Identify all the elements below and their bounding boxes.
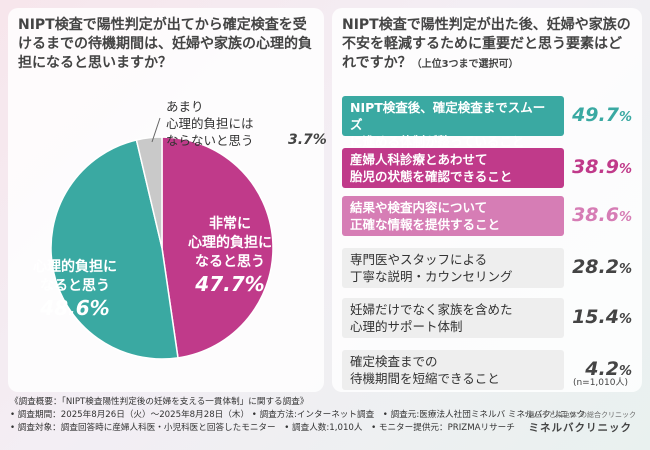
bar-value-unit-3: % [618,210,632,225]
logo-tagline: "遺伝子と染色体"の総合クリニック [524,411,636,419]
bar-value-unit-1: % [618,110,632,125]
logo-name: ミネルバクリニック [528,422,633,434]
bar-value-6: 4.2% [585,358,632,380]
bar-value-number-3: 38.6 [572,204,619,226]
bar-label-6-line1: 確定検査までの [350,354,438,369]
pie-chart [50,117,274,360]
bar-label-1-line2: に進める体制が整っていること [350,134,525,149]
bar-value-4: 28.2% [572,256,632,278]
clinic-logo: "遺伝子と染色体"の総合クリニック ミネルバクリニック [525,410,636,435]
pie-value-very: 47.7% [195,272,265,296]
pie-label-not-line3: ならないと思う [166,133,254,148]
bar-label-5-line2: 心理的サポート体制 [350,319,463,334]
bar-row-5: 妊婦だけでなく家族を含めた 心理的サポート体制 15.4% [342,298,634,342]
pie-leader-line [151,117,161,143]
survey-footer: 《調査概要：「NIPT検査陽性判定後の妊婦を支える一貫体制」に関する調査》 • … [10,396,585,435]
bar-value-number-2: 38.9 [572,156,619,178]
pie-label-not-line1: あまり [166,99,204,114]
pie-label-not: あまり 心理的負担には ならないと思う [166,98,254,149]
bar-value-3: 38.6% [572,204,632,226]
bar-6: 確定検査までの待機期間を短縮できること [342,350,564,390]
bar-label-4-line1: 専門医やスタッフによる [350,252,488,267]
pie-label-not-line2: 心理的負担には [166,116,254,131]
footer-line-1: 《調査概要：「NIPT検査陽性判定後の妊婦を支える一貫体制」に関する調査》 [10,397,309,407]
bar-label-6-line2: 待機期間を短縮できること [350,371,500,386]
pie-label-somewhat-line2: なると思う [40,278,110,294]
pie-slice-somewhat [50,139,179,360]
footer-line-2: • 調査期間：2025年8月26日（火）〜2025年8月28日（木） • 調査方… [10,410,586,420]
bar-5: 妊婦だけでなく家族を含めた 心理的サポート体制 [342,298,564,338]
pie-label-somewhat: 心理的負担に なると思う 48.6% [20,258,130,320]
bar-label-1-line1: NIPT検査後、確定検査までスムーズ [350,100,546,132]
bar-label-3-line1: 結果や検査内容について [350,200,488,215]
bar-label-4-line2: 丁寧な説明・カウンセリング [350,269,513,284]
pie-value-somewhat: 48.6% [40,296,110,320]
pie-label-very-line1: 非常に [209,216,251,232]
footer-line-3: • 調査対象：調査回答時に産婦人科医・小児科医と回答したモニター • 調査人数:… [10,423,515,433]
bar-label-2-line2: 胎児の状態を確認できること [350,169,513,184]
bar-value-unit-2: % [618,162,632,177]
left-question-title: NIPT検査で陽性判定が出てから確定検査を受けるまでの待機期間は、妊婦や家族の心… [18,17,312,71]
bar-row-1: NIPT検査後、確定検査までスムーズに進める体制が整っていること 49.7% [342,96,634,149]
pie-label-very-line3: なると思う [195,254,265,270]
pie-slice-very [161,136,274,359]
bar-3: 結果や検査内容について 正確な情報を提供すること [342,196,564,236]
bar-4: 専門医やスタッフによる丁寧な説明・カウンセリング [342,248,564,288]
bar-value-unit-6: % [618,364,632,379]
right-question-sub: （上位3つまで選択可） [411,59,519,70]
bar-2: 産婦人科診療とあわせて胎児の状態を確認できること [342,148,564,188]
pie-slice-not [135,136,163,249]
bar-value-number-6: 4.2 [585,358,619,380]
bar-value-number-4: 28.2 [572,256,619,278]
bar-label-5-line1: 妊婦だけでなく家族を含めた [350,302,513,317]
bar-row-3: 結果や検査内容について 正確な情報を提供すること 38.6% [342,196,634,240]
right-question-text: NIPT検査で陽性判定が出た後、妊婦や家族の不安を軽減するために重要だと思う要素… [342,17,631,71]
bar-value-unit-4: % [618,262,632,277]
bar-value-number-1: 49.7 [572,104,619,126]
bar-value-1: 49.7% [572,104,632,126]
pie-label-very-line2: 心理的負担に [188,235,272,251]
bar-row-2: 産婦人科診療とあわせて胎児の状態を確認できること 38.9% [342,148,634,192]
bar-value-5: 15.4% [572,306,632,328]
pie-value-not: 3.7% [288,132,327,148]
pie-label-somewhat-line1: 心理的負担に [33,259,117,275]
sample-size-note: (n=1,010人) [572,378,628,388]
pie-label-very: 非常に 心理的負担に なると思う 47.7% [175,215,285,296]
bar-1: NIPT検査後、確定検査までスムーズに進める体制が整っていること [342,96,564,149]
right-question-title: NIPT検査で陽性判定が出た後、妊婦や家族の不安を軽減するために重要だと思う要素… [342,16,634,74]
bar-value-2: 38.9% [572,156,632,178]
bar-row-4: 専門医やスタッフによる丁寧な説明・カウンセリング 28.2% [342,248,634,292]
bar-label-3-line2: 正確な情報を提供すること [350,217,501,232]
bar-row-6: 確定検査までの待機期間を短縮できること 4.2% [342,350,634,394]
bar-label-2-line1: 産婦人科診療とあわせて [350,152,488,167]
bar-value-number-5: 15.4 [572,306,619,328]
bar-value-unit-5: % [618,312,632,327]
